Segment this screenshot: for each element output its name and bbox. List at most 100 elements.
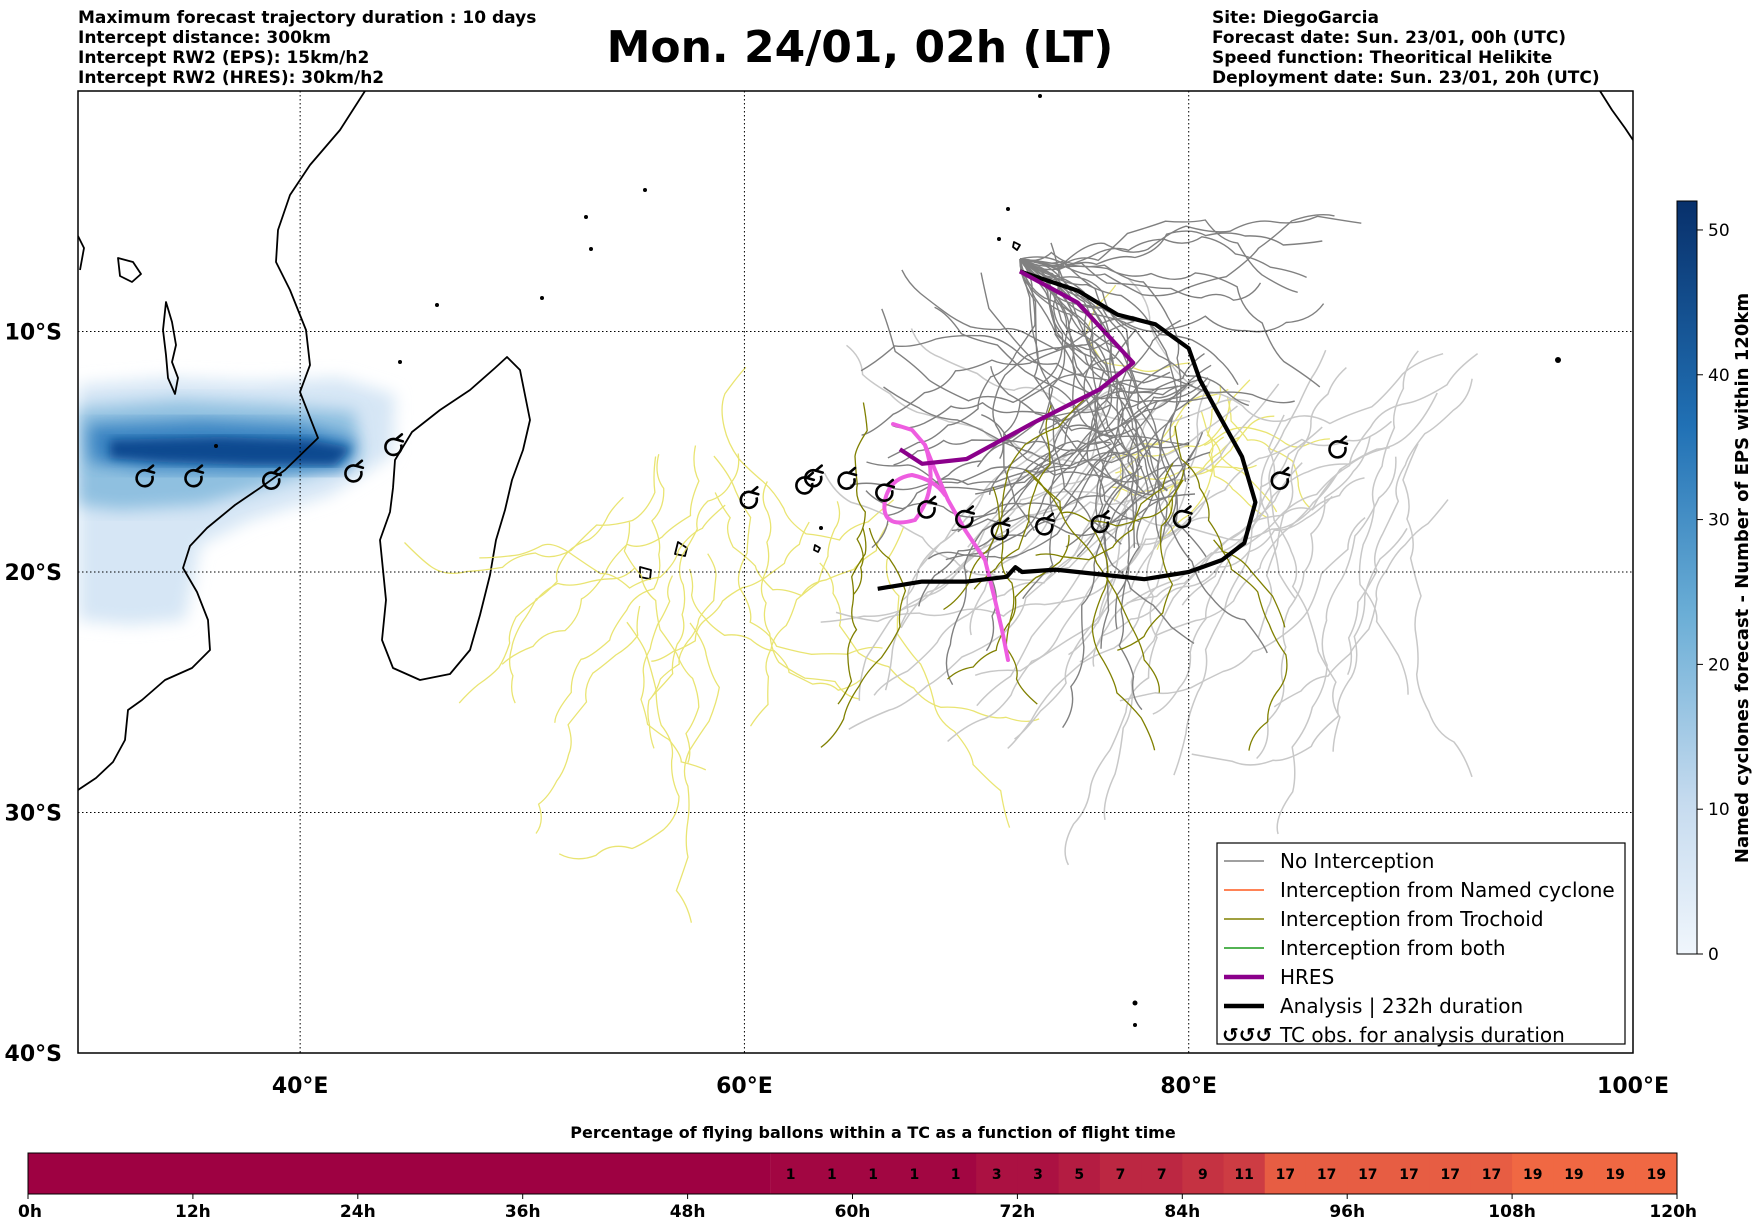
x-tick-label: 40°E: [272, 1074, 329, 1099]
percentage-value: 19: [1647, 1167, 1666, 1183]
colorbar-tick-label: 50: [1708, 221, 1730, 241]
percentage-segment: [1305, 1153, 1348, 1194]
trajectory: [509, 496, 624, 704]
percentage-value: 1: [909, 1167, 919, 1183]
percentage-value: 1: [868, 1167, 878, 1183]
trajectory: [973, 405, 1052, 590]
trajectory: [1200, 410, 1268, 518]
trajectory: [458, 567, 636, 704]
flight-time-tick-label: 36h: [505, 1202, 541, 1222]
percentage-segment: [852, 1153, 895, 1194]
flight-time-tick-label: 108h: [1488, 1202, 1536, 1222]
trajectory: [1019, 251, 1262, 301]
y-tick-label: 10°S: [5, 321, 62, 346]
trajectory: [1191, 528, 1408, 766]
percentage-segment: [1017, 1153, 1060, 1194]
eastern-coast-fragment: [78, 235, 85, 271]
legend: No Interception Interception from Named c…: [1216, 842, 1626, 1047]
trajectory: [714, 492, 889, 597]
trajectory: [479, 504, 726, 589]
tc-obs-icon: [1035, 512, 1056, 536]
trajectory: [852, 402, 868, 596]
tc-obs-icon: [1090, 510, 1111, 534]
percentage-value: 17: [1317, 1167, 1336, 1183]
trajectory: [861, 318, 1134, 436]
flight-time-tick-label: 60h: [835, 1202, 871, 1222]
colorbar-tick-label: 20: [1708, 655, 1730, 675]
legend-label: Interception from both: [1280, 936, 1506, 960]
trajectory: [1173, 426, 1323, 776]
trajectory: [918, 442, 1124, 607]
trajectory: [947, 516, 1209, 742]
percentage-segment: [1264, 1153, 1307, 1194]
y-tick-label: 40°S: [5, 1042, 62, 1067]
madagascar-coastline: [379, 356, 531, 681]
legend-box: [1216, 842, 1626, 1045]
tc-obs-icon: [384, 433, 405, 457]
trajectory: [1007, 489, 1211, 749]
trajectory: [404, 456, 657, 574]
flight-time-bar: Percentage of flying ballons within a TC…: [18, 1123, 1697, 1222]
tc-obs-icon: [1328, 435, 1349, 459]
legend-label: Interception from Trochoid: [1280, 907, 1544, 931]
forecast-settings-block: Maximum forecast trajectory duration : 1…: [78, 8, 536, 88]
small-islands: [214, 94, 1561, 1027]
trajectory: [1019, 215, 1362, 267]
percentage-segment: [1058, 1153, 1101, 1194]
percentage-value: 3: [1033, 1167, 1043, 1183]
flight-time-tick-label: 48h: [670, 1202, 706, 1222]
tc-obs-icon: [875, 478, 896, 502]
percentage-segment: [1594, 1153, 1637, 1194]
y-tick-label: 30°S: [5, 802, 62, 827]
mauritius-outline: [674, 541, 688, 557]
flight-time-tick-label: 12h: [175, 1202, 211, 1222]
trajectory: [1019, 258, 1141, 542]
deployment-date-text: Deployment date: Sun. 23/01, 20h (UTC): [1212, 68, 1600, 88]
trajectory: [652, 453, 740, 697]
africa-coastline: [78, 91, 366, 791]
flight-time-bar-title: Percentage of flying ballons within a TC…: [570, 1123, 1176, 1142]
percentage-value: 1: [786, 1167, 796, 1183]
trajectory: [1119, 517, 1366, 702]
trajectory: [945, 443, 1113, 686]
flight-time-tick-label: 96h: [1329, 1202, 1365, 1222]
tc-obs-icon: [1172, 505, 1193, 529]
trajectory: [866, 388, 1159, 492]
trajectory: [927, 438, 1147, 560]
trajectory: [501, 445, 700, 665]
flight-time-tick-label: 84h: [1164, 1202, 1200, 1222]
percentage-segment: [1347, 1153, 1389, 1194]
forecast-date-text: Forecast date: Sun. 23/01, 00h (UTC): [1212, 28, 1567, 48]
flight-time-ticks: 0h 12h 24h 36h 48h 60h 72h 84h 96h 108h 120h: [18, 1194, 1697, 1222]
tc-obs-icon: [955, 505, 976, 529]
percentage-segment: [934, 1153, 977, 1194]
trajectory: [940, 381, 1120, 486]
flight-time-tick-label: 72h: [1000, 1202, 1036, 1222]
legend-label: Interception from Named cyclone: [1280, 878, 1615, 902]
percentage-segment-empty: [28, 1153, 771, 1194]
tc-observations: [135, 433, 1349, 541]
tc-obs-icon: [184, 464, 205, 488]
percentage-value: 3: [992, 1167, 1002, 1183]
legend-label: Analysis | 232h duration: [1280, 994, 1523, 1018]
percentage-value: 7: [1116, 1167, 1126, 1183]
percentage-segment: [976, 1153, 1018, 1194]
trajectory: [1014, 431, 1138, 740]
percentage-value: 9: [1198, 1167, 1208, 1183]
tc-obs-icon: [990, 517, 1011, 541]
site-text: Site: DiegoGarcia: [1212, 8, 1379, 28]
speed-function-text: Speed function: Theoritical Helikite: [1212, 48, 1553, 68]
trajectory: [974, 380, 1211, 677]
percentage-segment: [1470, 1153, 1513, 1194]
colorbar-tick-label: 0: [1708, 945, 1719, 965]
hres-track: [898, 269, 1136, 466]
page-title: Mon. 24/01, 02h (LT): [606, 22, 1114, 73]
trajectory: [1062, 442, 1200, 729]
coastlines: [78, 91, 1633, 791]
tc-obs-legend-icon: ↺↺↺: [1222, 1023, 1272, 1047]
trajectory: [1019, 258, 1139, 548]
percentage-value: 1: [827, 1167, 837, 1183]
flight-time-tick-label: 24h: [340, 1202, 376, 1222]
trajectory: [835, 498, 1166, 623]
